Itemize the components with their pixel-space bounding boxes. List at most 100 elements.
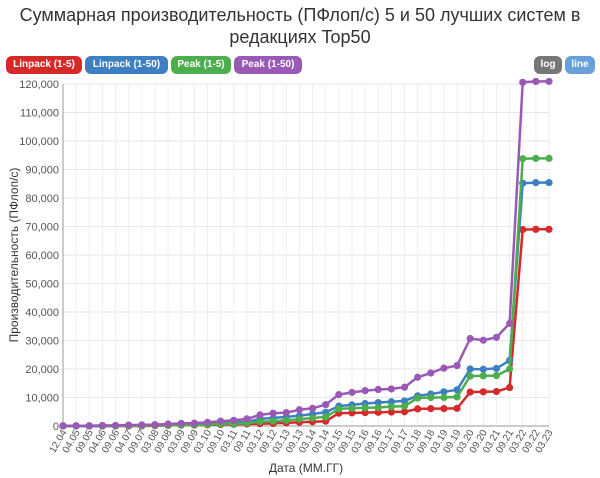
- y-tick-label: 100,000: [19, 136, 59, 148]
- data-point: [479, 372, 487, 380]
- data-point: [519, 226, 527, 234]
- data-point: [440, 393, 448, 402]
- data-point: [440, 388, 448, 396]
- data-point: [505, 383, 514, 392]
- series-line-3: [63, 80, 549, 427]
- data-point: [505, 319, 514, 327]
- data-point: [532, 154, 540, 162]
- peak-1-5-toggle-button[interactable]: Peak (1-5): [171, 56, 231, 74]
- data-point: [545, 77, 553, 86]
- data-point: [427, 369, 435, 377]
- data-point: [348, 388, 356, 396]
- chart-title-line2: редакциях Top50: [229, 27, 371, 47]
- y-tick-label: 20,000: [25, 364, 59, 376]
- data-point: [400, 408, 409, 416]
- data-point: [387, 385, 395, 393]
- data-point: [282, 409, 290, 417]
- data-point: [414, 394, 422, 402]
- chart-title: Суммарная производительность (ПФлоп/с) 5…: [0, 4, 600, 48]
- linear-scale-button[interactable]: line: [565, 56, 595, 74]
- data-point: [164, 420, 172, 428]
- series-line-0: [63, 228, 549, 428]
- data-point: [453, 386, 461, 394]
- data-point: [361, 404, 369, 412]
- data-point: [453, 361, 461, 370]
- data-point: [151, 420, 159, 429]
- data-point: [427, 405, 435, 413]
- linpack-1-5-toggle-button[interactable]: Linpack (1-5): [6, 56, 82, 74]
- data-point: [387, 403, 395, 411]
- data-point: [492, 333, 501, 341]
- data-point: [282, 416, 290, 424]
- data-point: [72, 422, 80, 430]
- data-point: [256, 418, 264, 426]
- data-point: [466, 388, 474, 396]
- data-point: [203, 418, 212, 426]
- data-point: [492, 371, 501, 380]
- data-point: [125, 421, 133, 429]
- data-point: [230, 416, 238, 424]
- data-point: [374, 385, 382, 394]
- y-tick-label: 90,000: [25, 165, 59, 177]
- y-tick-label: 0: [53, 421, 59, 433]
- data-point: [453, 393, 461, 401]
- chart-title-line1: Суммарная производительность (ПФлоп/с) 5…: [19, 5, 581, 25]
- data-point: [400, 383, 409, 391]
- data-point: [138, 421, 146, 429]
- y-tick-label: 70,000: [25, 222, 59, 234]
- y-tick-label: 120,000: [19, 79, 59, 91]
- data-point: [400, 397, 409, 405]
- data-point: [440, 364, 448, 372]
- series-line-1: [63, 181, 549, 428]
- data-point: [387, 408, 395, 416]
- data-point: [322, 413, 330, 421]
- log-scale-button[interactable]: log: [534, 56, 562, 74]
- data-point: [453, 404, 461, 412]
- data-point: [519, 155, 527, 163]
- data-point: [98, 421, 107, 430]
- data-point: [492, 364, 501, 373]
- data-point: [400, 402, 409, 410]
- series-line-2: [63, 157, 549, 428]
- data-point: [308, 414, 317, 422]
- data-point: [532, 225, 540, 233]
- data-point: [545, 225, 553, 233]
- data-point: [374, 403, 382, 412]
- data-point: [466, 365, 474, 373]
- data-point: [177, 419, 185, 428]
- data-point: [440, 405, 448, 413]
- y-tick-label: 10,000: [25, 393, 59, 405]
- data-point: [269, 409, 277, 417]
- data-point: [190, 419, 198, 427]
- y-tick-label: 60,000: [25, 250, 59, 262]
- data-point: [479, 388, 487, 396]
- data-point: [479, 336, 487, 344]
- data-point: [295, 406, 304, 414]
- y-tick-label: 30,000: [25, 336, 59, 348]
- data-point: [361, 387, 369, 395]
- data-point: [466, 372, 474, 380]
- peak-1-50-toggle-button[interactable]: Peak (1-50): [234, 56, 302, 74]
- data-point: [505, 365, 514, 373]
- data-point: [479, 365, 487, 373]
- y-tick-label: 80,000: [25, 193, 59, 205]
- y-tick-label: 40,000: [25, 307, 59, 319]
- data-point: [85, 422, 93, 430]
- data-point: [545, 179, 553, 187]
- data-point: [295, 415, 304, 423]
- data-point: [492, 387, 501, 396]
- data-point: [217, 417, 225, 425]
- y-axis-title: Производительность (ПФлоп/с): [7, 168, 21, 343]
- data-point: [243, 415, 251, 423]
- data-point: [335, 391, 343, 399]
- linpack-1-50-toggle-button[interactable]: Linpack (1-50): [85, 56, 168, 74]
- data-point: [308, 404, 317, 412]
- data-point: [335, 405, 343, 413]
- data-point: [111, 421, 120, 430]
- data-point: [348, 404, 356, 412]
- data-point: [322, 401, 330, 409]
- data-point: [414, 405, 422, 413]
- data-point: [59, 422, 67, 430]
- data-point: [545, 154, 553, 162]
